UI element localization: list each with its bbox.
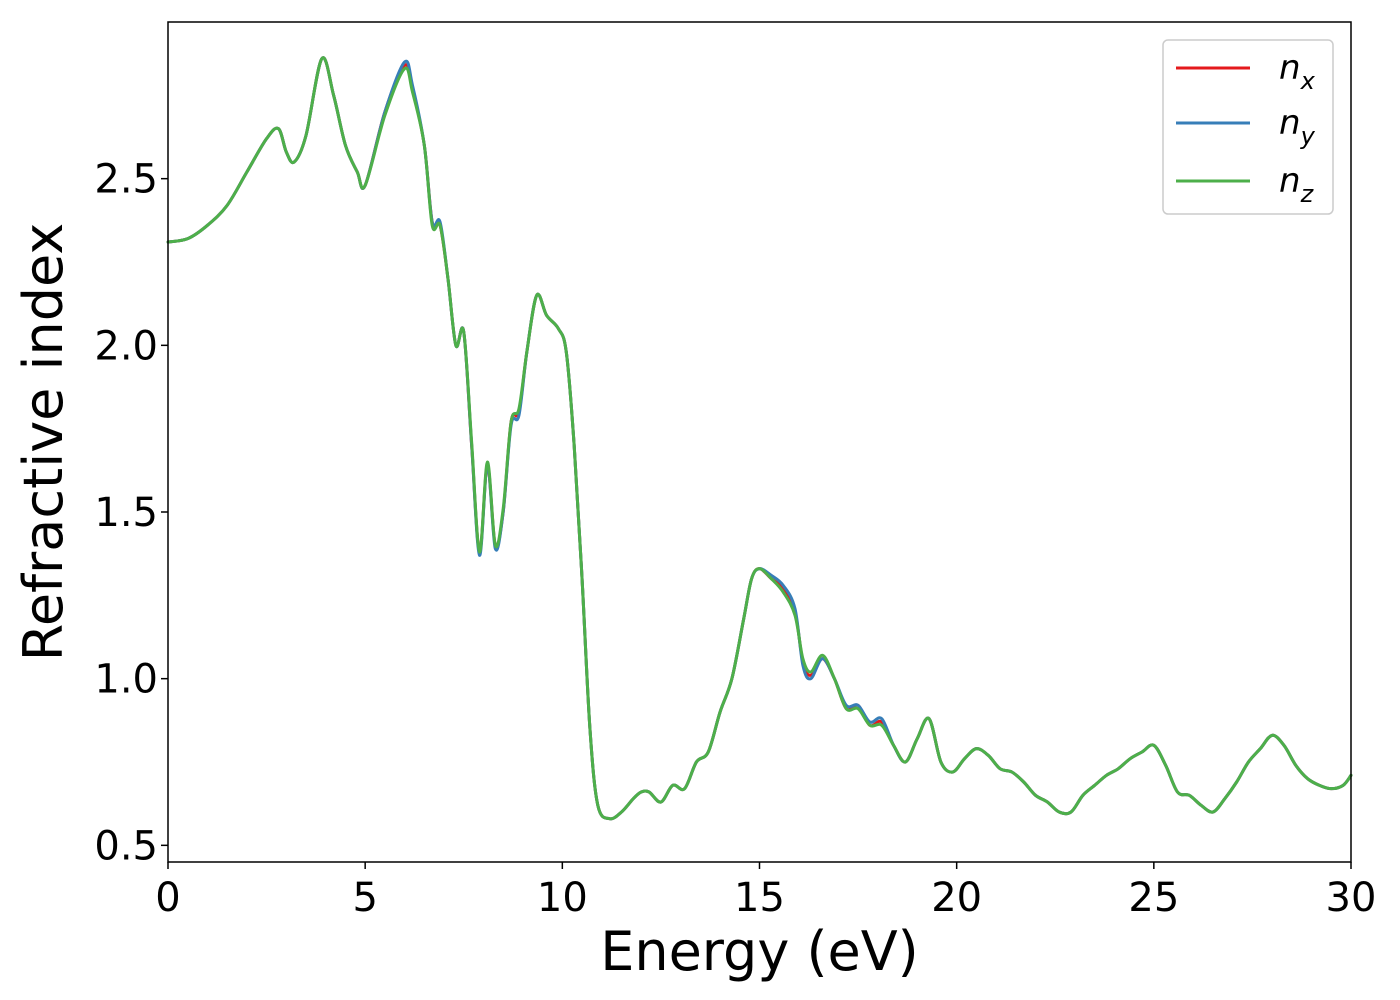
- legend-label-n-y: ny: [1279, 103, 1316, 150]
- x-tick-label: 30: [1326, 875, 1377, 921]
- legend-label-n-x: nx: [1279, 48, 1316, 95]
- x-tick-label: 0: [155, 875, 180, 921]
- legend-box: [1162, 39, 1334, 215]
- legend-label-main: n: [1279, 161, 1301, 201]
- legend-label-subscript: x: [1300, 67, 1316, 95]
- series-layer: [166, 56, 1353, 821]
- y-tick-label: 1.0: [94, 657, 158, 703]
- y-axis: 0.5 1.0 1.5 2.0 2.5: [94, 157, 168, 869]
- y-tick-label: 0.5: [94, 823, 158, 869]
- x-tick-label: 25: [1128, 875, 1179, 921]
- series-line-n-z: [166, 56, 1353, 821]
- x-axis-label: Energy (eV): [600, 920, 919, 983]
- x-tick-label: 15: [734, 875, 785, 921]
- x-tick-label: 5: [352, 875, 377, 921]
- y-tick-label: 2.0: [94, 323, 158, 369]
- legend-label-subscript: z: [1300, 180, 1315, 208]
- x-tick-label: 20: [931, 875, 982, 921]
- legend-label-main: n: [1279, 103, 1301, 143]
- x-tick-label: 10: [537, 875, 588, 921]
- legend-label-subscript: y: [1300, 122, 1316, 150]
- legend-label-n-z: nz: [1279, 161, 1315, 208]
- legend-label-main: n: [1279, 48, 1301, 88]
- plot-area: [168, 22, 1351, 862]
- y-axis-label: Refractive index: [12, 223, 75, 662]
- x-axis: 0 5 10 15 20 25 30: [155, 862, 1376, 921]
- y-tick-label: 2.5: [94, 157, 158, 203]
- y-tick-label: 1.5: [94, 490, 158, 536]
